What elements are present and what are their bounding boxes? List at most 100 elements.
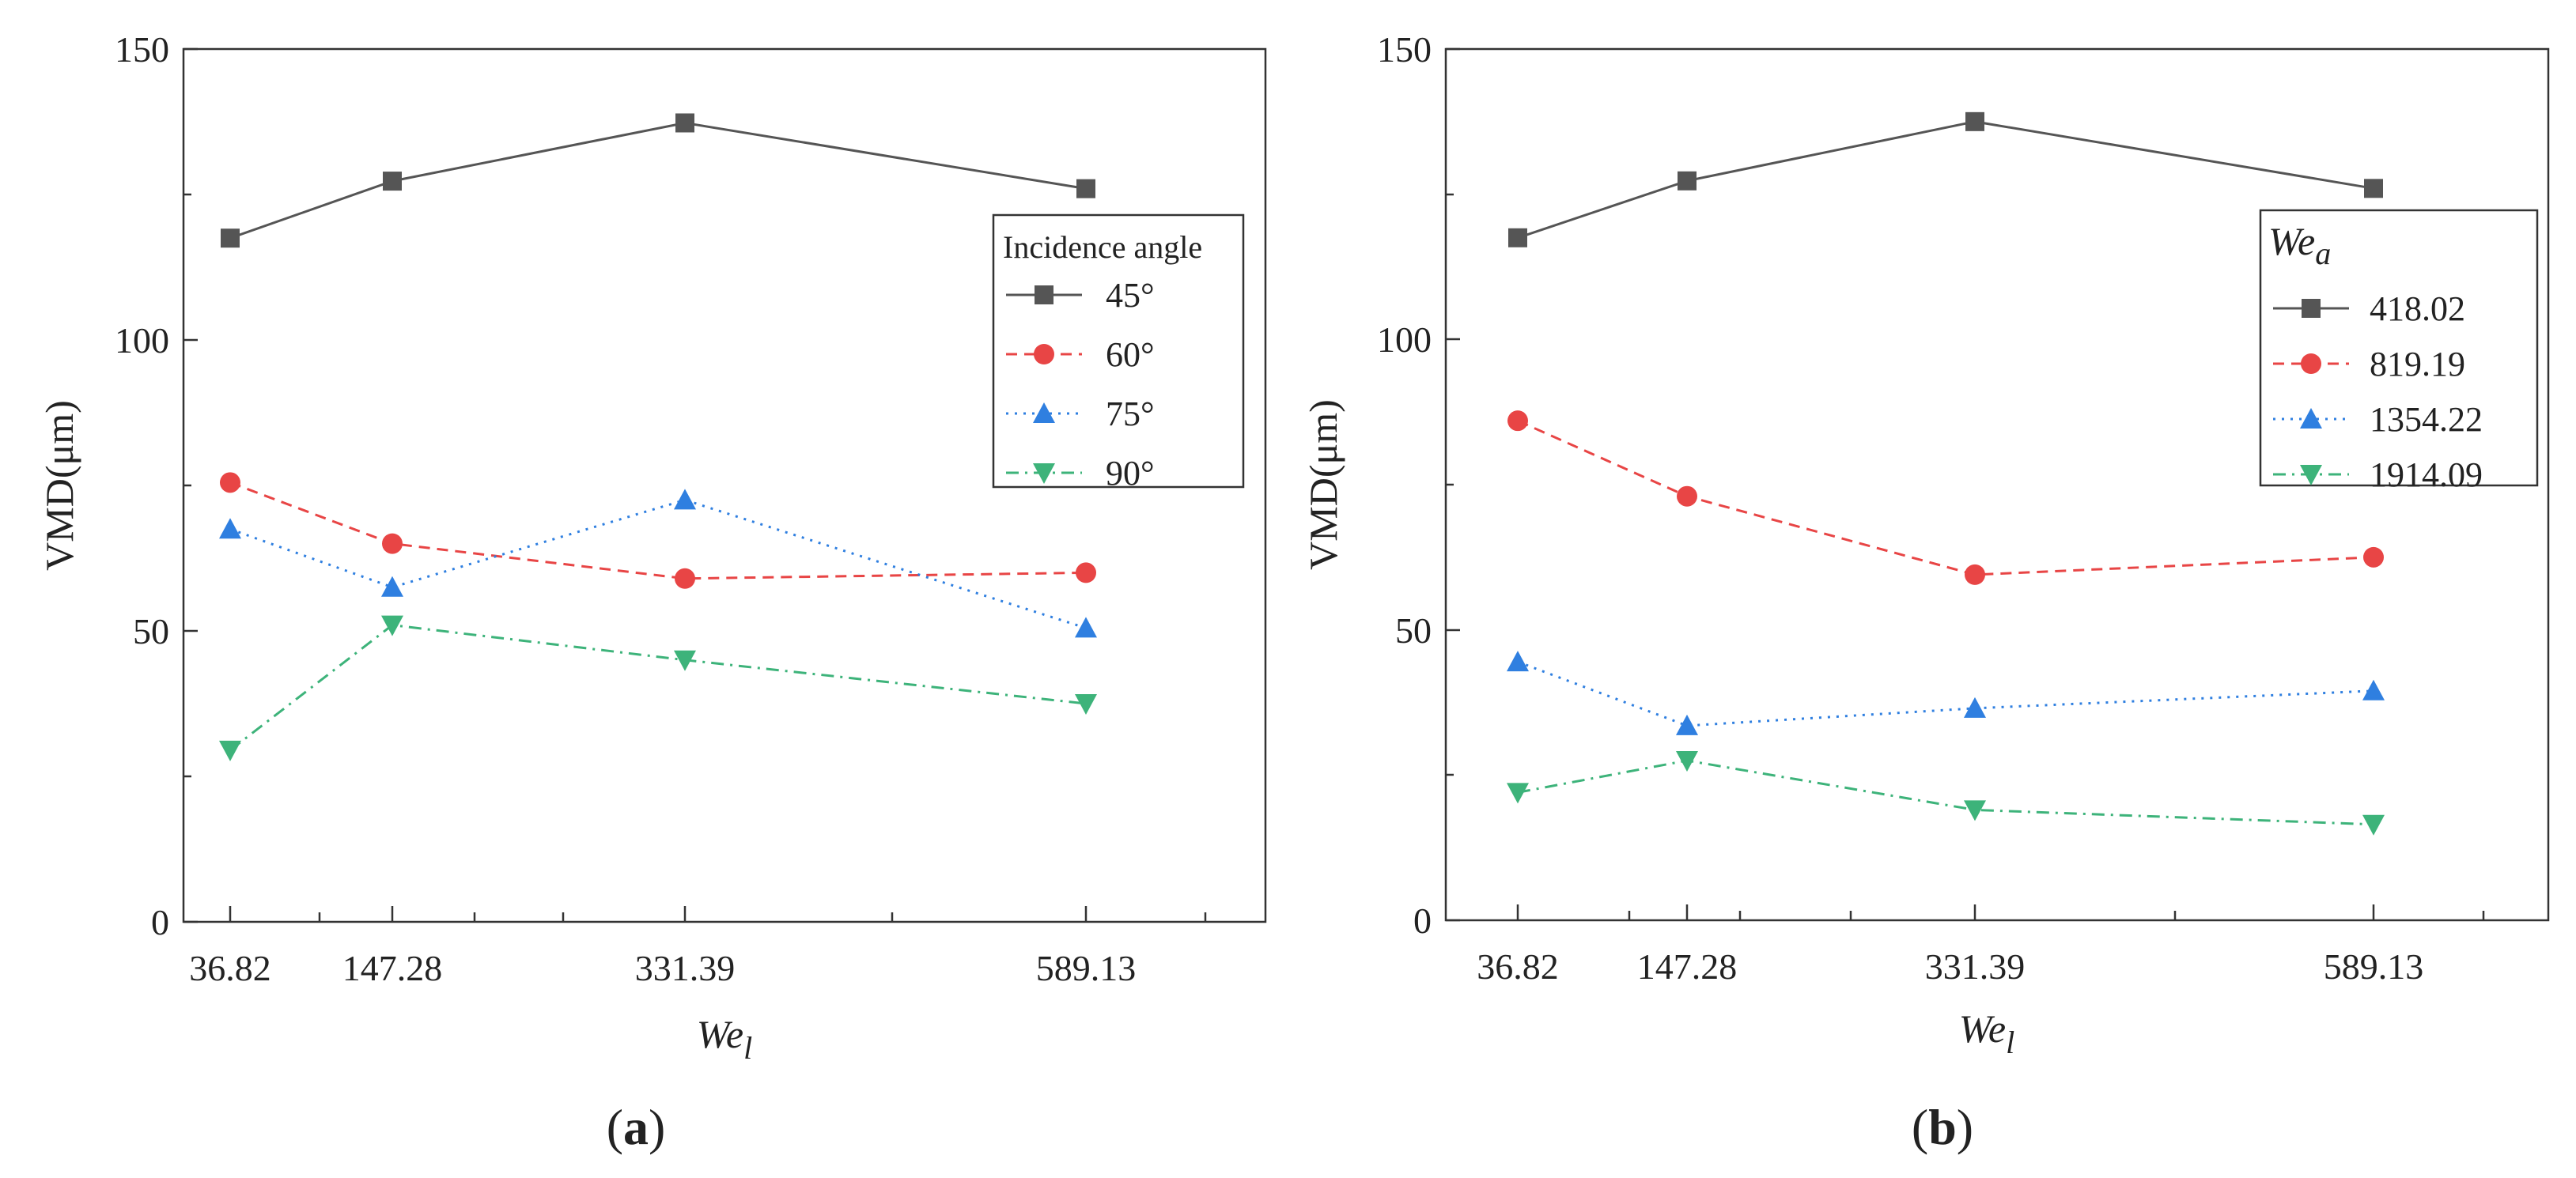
- legend-marker-a-4: [1033, 463, 1055, 484]
- caption-letter-b: b: [1928, 1099, 1957, 1155]
- series-layer-a: [219, 113, 1097, 761]
- x-tick-label-a-1: 36.82: [189, 948, 271, 988]
- data-point-a-2-1: [220, 472, 240, 493]
- data-point-b-3-3: [1964, 697, 1986, 718]
- y-tick-label-a-100: 100: [115, 320, 169, 361]
- data-point-a-4-1: [219, 740, 241, 761]
- series-line-a-2: [229, 481, 1087, 580]
- legend-marker-a-1: [1035, 285, 1053, 304]
- y-tick-label-b-150: 150: [1377, 29, 1432, 70]
- chart-panel-b: 0 50 100 150 36.82 147.28 331.39 589.13 …: [1301, 29, 2550, 1155]
- x-axis-title-a: Wel: [697, 1012, 752, 1066]
- legend-marker-a-2: [1034, 344, 1054, 364]
- legend-label-b-3: 1354.22: [2370, 400, 2483, 439]
- data-point-b-2-4: [2363, 546, 2384, 568]
- x-axis-b: 36.82 147.28 331.39 589.13: [1477, 904, 2485, 987]
- data-point-b-4-2: [1676, 750, 1698, 772]
- x-axis-title-base-a: We: [697, 1012, 743, 1056]
- legend-label-a-2: 60°: [1106, 335, 1155, 374]
- y-axis-a: 0 50 100 150: [115, 29, 198, 942]
- legend-label-a-4: 90°: [1106, 454, 1155, 493]
- series-line-b-1: [1517, 120, 2374, 240]
- y-tick-label-a-50: 50: [133, 611, 169, 651]
- chart-panel-a: 0 50 100 150 36.82 147.28 331.39 589.13 …: [37, 29, 1267, 1155]
- caption-close-a: ): [649, 1099, 665, 1155]
- legend-title-base-b: We: [2268, 219, 2315, 263]
- data-point-a-1-4: [1076, 179, 1095, 198]
- legend-a: Incidence angle 45° 60° 75° 90°: [992, 213, 1245, 493]
- x-tick-label-a-3: 331.39: [635, 948, 736, 988]
- x-axis-a: 36.82 147.28 331.39 589.13: [189, 906, 1207, 988]
- data-point-a-2-4: [1076, 562, 1096, 583]
- y-tick-label-a-0: 0: [151, 902, 169, 942]
- data-point-b-2-2: [1677, 485, 1697, 507]
- data-point-a-1-1: [221, 228, 240, 248]
- data-point-a-4-3: [674, 650, 696, 671]
- data-point-b-4-4: [2362, 814, 2385, 836]
- data-point-b-1-4: [2364, 179, 2383, 198]
- data-point-a-1-3: [675, 113, 694, 133]
- data-point-b-4-3: [1964, 800, 1986, 821]
- x-axis-title-b: Wel: [1959, 1006, 2014, 1060]
- x-axis-title-base-b: We: [1959, 1006, 2006, 1051]
- data-point-b-1-3: [1965, 111, 1984, 131]
- x-tick-label-a-4: 589.13: [1036, 948, 1137, 988]
- series-line-b-3: [1517, 660, 2374, 727]
- y-tick-label-a-150: 150: [115, 29, 169, 70]
- data-point-b-2-1: [1507, 410, 1528, 432]
- data-point-a-3-3: [674, 489, 696, 510]
- data-point-a-4-2: [381, 615, 403, 636]
- caption-letter-a: a: [623, 1099, 649, 1155]
- series-line-b-2: [1517, 419, 2374, 576]
- data-point-b-1-2: [1678, 171, 1697, 191]
- legend-title-a: Incidence angle: [1003, 229, 1202, 265]
- data-point-b-3-2: [1676, 714, 1698, 735]
- legend-label-b-2: 819.19: [2370, 345, 2465, 383]
- caption-a: (a): [607, 1099, 666, 1155]
- data-point-b-1-1: [1508, 228, 1527, 247]
- x-tick-label-b-2: 147.28: [1637, 946, 1738, 987]
- data-point-a-3-1: [219, 518, 241, 539]
- legend-title-b: Wea: [2268, 219, 2331, 271]
- data-point-b-4-1: [1507, 783, 1529, 804]
- data-point-a-4-4: [1075, 694, 1097, 715]
- series-line-a-4: [229, 624, 1087, 752]
- data-point-b-3-4: [2362, 679, 2385, 700]
- series-line-b-4: [1517, 759, 2374, 826]
- legend-label-b-1: 418.02: [2370, 289, 2465, 328]
- x-tick-label-b-1: 36.82: [1477, 946, 1559, 987]
- legend-marker-b-1: [2302, 299, 2321, 318]
- legend-marker-b-2: [2301, 353, 2321, 374]
- legend-marker-b-3: [2300, 408, 2322, 429]
- y-axis-title-a: VMD(μm): [37, 400, 81, 571]
- data-point-b-3-1: [1507, 651, 1529, 672]
- data-point-a-2-3: [675, 568, 695, 589]
- y-axis-title-b: VMD(μm): [1301, 399, 1345, 570]
- y-tick-label-b-50: 50: [1395, 610, 1432, 651]
- y-axis-b: 0 50 100 150: [1377, 29, 1460, 941]
- x-axis-title-sub-b: l: [2006, 1025, 2014, 1060]
- legend-b: Wea 418.02 819.19 1354.22 1914.09: [2259, 209, 2539, 494]
- legend-label-a-1: 45°: [1106, 276, 1155, 315]
- caption-open-b: (: [1912, 1099, 1928, 1155]
- data-point-a-2-2: [382, 533, 403, 554]
- data-point-a-3-4: [1075, 617, 1097, 638]
- series-layer-b: [1507, 111, 2385, 836]
- caption-close-b: ): [1957, 1099, 1973, 1155]
- data-point-b-2-3: [1965, 564, 1985, 585]
- series-line-a-3: [229, 498, 1087, 629]
- legend-marker-b-4: [2300, 465, 2322, 485]
- x-tick-label-b-3: 331.39: [1925, 946, 2026, 987]
- legend-label-a-3: 75°: [1106, 395, 1155, 433]
- legend-label-b-4: 1914.09: [2370, 455, 2483, 494]
- legend-title-sub-b: a: [2315, 236, 2331, 271]
- legend-box-a: [992, 213, 1245, 489]
- caption-b: (b): [1912, 1099, 1973, 1155]
- x-axis-title-sub-a: l: [743, 1030, 752, 1066]
- y-tick-label-b-100: 100: [1377, 319, 1432, 360]
- plot-frame-a: [182, 47, 1267, 923]
- legend-marker-a-3: [1033, 402, 1055, 423]
- series-line-a-1: [229, 121, 1087, 240]
- y-tick-label-b-0: 0: [1413, 900, 1432, 941]
